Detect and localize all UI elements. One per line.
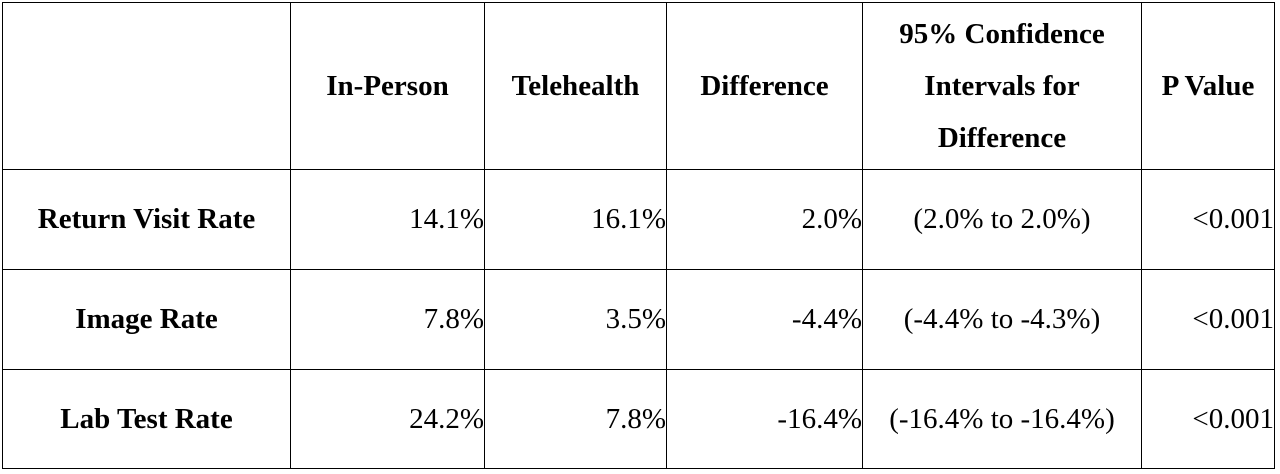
in-person-cell: 7.8% <box>290 269 485 370</box>
col-header-telehealth: Telehealth <box>484 2 667 170</box>
difference-cell: -16.4% <box>666 369 863 469</box>
ci-header-line-2: Intervals for <box>924 69 1080 102</box>
table-row-lab-test-rate: Lab Test Rate 24.2% 7.8% -16.4% (-16.4% … <box>2 369 1275 469</box>
p-value-cell: <0.001 <box>1141 269 1275 370</box>
p-value-cell: <0.001 <box>1141 169 1275 270</box>
confidence-interval-cell: (-4.4% to -4.3%) <box>862 269 1142 370</box>
difference-cell: 2.0% <box>666 169 863 270</box>
table-row-image-rate: Image Rate 7.8% 3.5% -4.4% (-4.4% to -4.… <box>2 269 1275 370</box>
results-table: In-Person Telehealth Difference 95% Conf… <box>2 2 1275 469</box>
in-person-cell: 24.2% <box>290 369 485 469</box>
table-row-return-visit-rate: Return Visit Rate 14.1% 16.1% 2.0% (2.0%… <box>2 169 1275 270</box>
header-row: In-Person Telehealth Difference 95% Conf… <box>2 2 1275 170</box>
telehealth-cell: 3.5% <box>484 269 667 370</box>
p-value-cell: <0.001 <box>1141 369 1275 469</box>
col-header-in-person: In-Person <box>290 2 485 170</box>
col-header-p-value: P Value <box>1141 2 1275 170</box>
corner-cell <box>2 2 291 170</box>
row-label: Image Rate <box>2 269 291 370</box>
in-person-cell: 14.1% <box>290 169 485 270</box>
row-label: Return Visit Rate <box>2 169 291 270</box>
telehealth-cell: 16.1% <box>484 169 667 270</box>
telehealth-cell: 7.8% <box>484 369 667 469</box>
col-header-difference: Difference <box>666 2 863 170</box>
confidence-interval-cell: (2.0% to 2.0%) <box>862 169 1142 270</box>
difference-cell: -4.4% <box>666 269 863 370</box>
ci-header-line-1: 95% Confidence <box>899 17 1105 50</box>
confidence-interval-cell: (-16.4% to -16.4%) <box>862 369 1142 469</box>
ci-header-line-3: Difference <box>937 122 1067 155</box>
col-header-confidence-interval: 95% Confidence Intervals for Difference <box>862 2 1142 170</box>
row-label: Lab Test Rate <box>2 369 291 469</box>
